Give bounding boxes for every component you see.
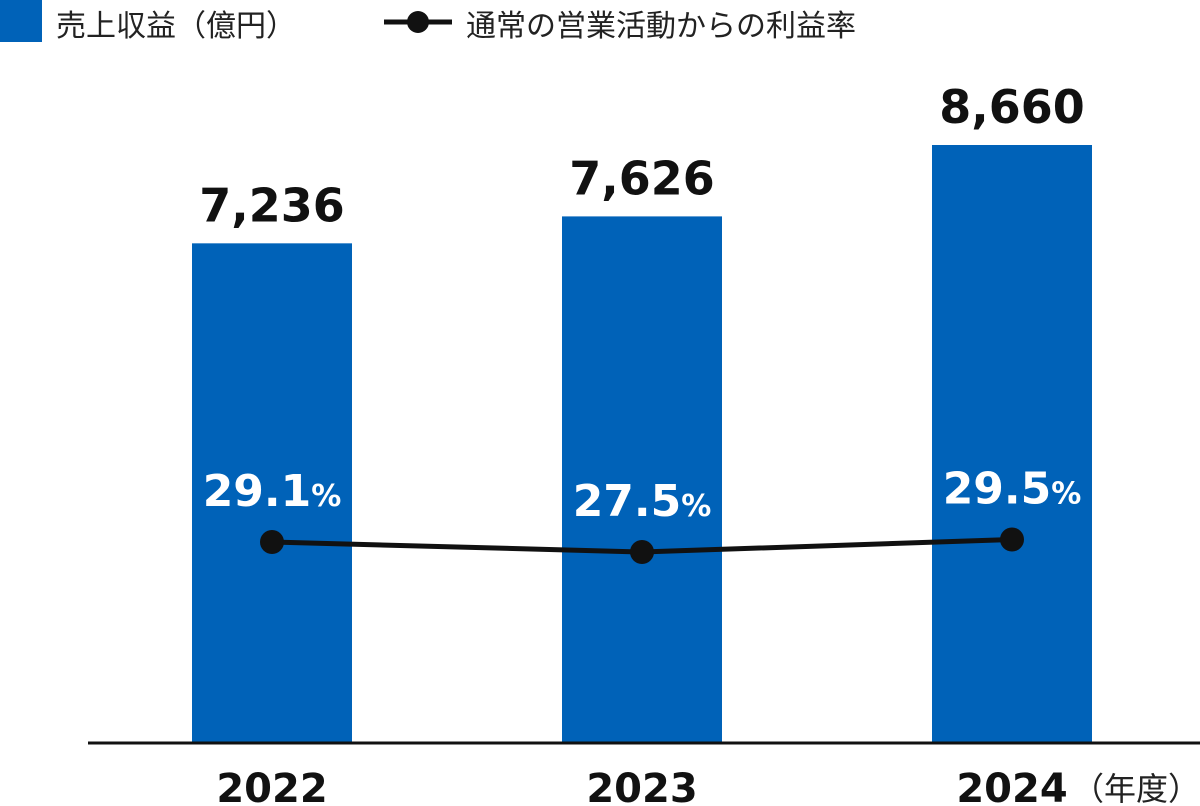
margin-value-labels: 29.1% 27.5% 29.5% [203,464,1082,528]
margin-value-label-2023: 27.5% [573,476,712,527]
legend-swatch-margin-dot [407,11,429,33]
bar-2022 [192,243,352,743]
margin-value-label-2022: 29.1% [203,466,342,517]
bar-value-labels: 7,236 7,626 8,660 [199,80,1085,232]
bar-series [192,145,1092,743]
margin-line-series [260,527,1024,564]
legend-swatch-revenue [0,0,42,42]
legend-label-revenue: 売上収益（億円） [56,9,296,44]
bar-2024 [932,145,1092,743]
bar-value-label-2023: 7,626 [569,151,715,205]
x-tick-2023: 2023 [586,766,697,806]
margin-point-2022 [260,530,284,554]
margin-value-label-2024: 29.5% [943,464,1082,515]
bar-2023 [562,216,722,743]
margin-point-2024 [1000,527,1024,552]
legend-label-margin: 通常の営業活動からの利益率 [466,9,856,44]
x-axis-unit: （年度） [1072,770,1200,806]
x-tick-2024: 2024 [956,766,1067,806]
bar-value-label-2024: 8,660 [939,80,1085,134]
bar-value-label-2022: 7,236 [199,178,345,232]
x-axis-ticks: 2022 2023 2024 [216,766,1067,806]
x-tick-2022: 2022 [216,766,327,806]
margin-point-2023 [630,540,654,564]
legend: 売上収益（億円） 通常の営業活動からの利益率 [0,0,856,44]
